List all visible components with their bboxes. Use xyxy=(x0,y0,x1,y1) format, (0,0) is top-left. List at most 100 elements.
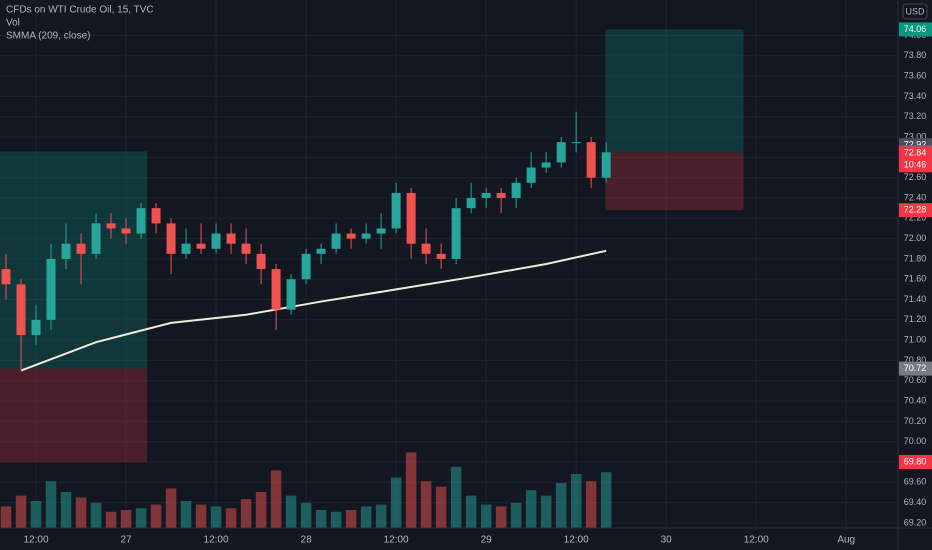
volume-bar xyxy=(120,510,132,528)
candle-body xyxy=(226,233,236,244)
position-target xyxy=(605,29,744,153)
y-tick-label: 73.20 xyxy=(904,111,927,121)
x-tick-label: 30 xyxy=(661,535,673,546)
candle-body xyxy=(271,269,281,310)
volume-bar xyxy=(405,452,417,528)
volume-bar xyxy=(75,497,87,528)
candle-body xyxy=(166,223,176,254)
price-label: 74.06 xyxy=(904,24,927,34)
x-tick-label: 12:00 xyxy=(744,535,769,546)
price-label-box xyxy=(899,22,932,37)
x-tick-label: 27 xyxy=(120,535,132,546)
volume-bar xyxy=(435,486,447,528)
candle-body xyxy=(301,253,311,280)
candle-body xyxy=(151,208,161,224)
y-tick-label: 70.00 xyxy=(904,436,927,446)
y-tick-label: 72.60 xyxy=(904,172,927,182)
price-label: 70.72 xyxy=(904,363,927,373)
x-tick-label: 12:00 xyxy=(204,535,229,546)
y-tick-label: 69.60 xyxy=(904,477,927,487)
price-label: 69.80 xyxy=(904,456,927,466)
volume-bar xyxy=(390,477,402,528)
volume-bar xyxy=(510,502,522,528)
candle-body xyxy=(526,167,536,183)
candle-body xyxy=(196,243,206,249)
volume-bar xyxy=(225,508,237,528)
y-tick-label: 71.40 xyxy=(904,294,927,304)
price-label-box xyxy=(899,146,932,173)
candle-body xyxy=(586,142,596,178)
candle-body xyxy=(106,223,116,229)
volume-bar xyxy=(420,481,432,528)
x-tick-label: 28 xyxy=(301,535,313,546)
y-tick-label: 70.20 xyxy=(904,416,927,426)
volume-bar xyxy=(585,481,597,528)
y-tick-label: 70.40 xyxy=(904,395,927,405)
candle-body xyxy=(391,192,401,229)
y-tick-label: 72.20 xyxy=(904,213,927,223)
candle-body xyxy=(256,253,266,270)
y-tick-label: 72.40 xyxy=(904,192,927,202)
y-tick-label: 72.00 xyxy=(904,233,927,243)
x-tick-label: 29 xyxy=(481,535,493,546)
candle-body xyxy=(406,192,416,244)
plot xyxy=(0,0,898,528)
candle-body xyxy=(31,319,41,336)
currency-box[interactable] xyxy=(902,3,928,20)
candle-body xyxy=(361,233,371,239)
candle-body xyxy=(76,243,86,254)
volume-bar xyxy=(525,490,537,528)
candle-body xyxy=(241,243,251,254)
volume-bar xyxy=(555,483,567,528)
candle-body xyxy=(481,192,491,198)
y-tick-label: 71.20 xyxy=(904,314,927,324)
volume-bar xyxy=(90,502,102,528)
y-tick-label: 73.60 xyxy=(904,71,927,81)
y-tick-label: 71.80 xyxy=(904,253,927,263)
candle-body xyxy=(541,162,551,168)
y-tick-label: 73.00 xyxy=(904,131,927,141)
candle-body xyxy=(421,243,431,254)
currency[interactable]: USD xyxy=(905,6,925,16)
candle-body xyxy=(121,228,131,234)
candle-body xyxy=(346,233,356,239)
x-tick-label: 12:00 xyxy=(23,535,48,546)
candle-body xyxy=(571,142,581,144)
candle-body xyxy=(466,198,476,209)
volume-bar xyxy=(285,495,297,528)
y-tick-label: 73.40 xyxy=(904,91,927,101)
volume-bar xyxy=(315,510,327,528)
candle-body xyxy=(376,228,386,234)
price-countdown: 10:46 xyxy=(904,160,927,170)
price-label: 72.92 xyxy=(904,140,927,150)
candle-body xyxy=(556,142,566,163)
price-label-box xyxy=(899,361,932,376)
volume-bar xyxy=(375,504,387,528)
y-tick-label: 73.80 xyxy=(904,50,927,60)
candle-body xyxy=(91,223,101,254)
volume-bar xyxy=(105,511,117,528)
legend-item: SMMA (209, close) xyxy=(6,31,90,42)
price-label-box xyxy=(899,455,932,469)
candle-body xyxy=(451,208,461,259)
candle-body xyxy=(496,192,506,198)
x-tick-label: 12:00 xyxy=(384,535,409,546)
volume-bar xyxy=(210,506,222,528)
volume-bar xyxy=(30,501,42,528)
volume-bar xyxy=(45,481,57,528)
volume-bar xyxy=(135,508,147,528)
volume-bar xyxy=(465,495,477,528)
volume-bar xyxy=(600,472,612,528)
volume-bar xyxy=(15,495,27,528)
candle-body xyxy=(286,279,296,310)
position-target xyxy=(0,151,148,369)
volume-bar xyxy=(150,504,162,528)
price-label-box xyxy=(899,203,932,218)
y-tick-label: 70.80 xyxy=(904,355,927,365)
candle-body xyxy=(601,152,611,178)
candle-body xyxy=(136,208,146,234)
position-stop xyxy=(605,152,744,211)
legend-item: Vol xyxy=(6,18,20,29)
